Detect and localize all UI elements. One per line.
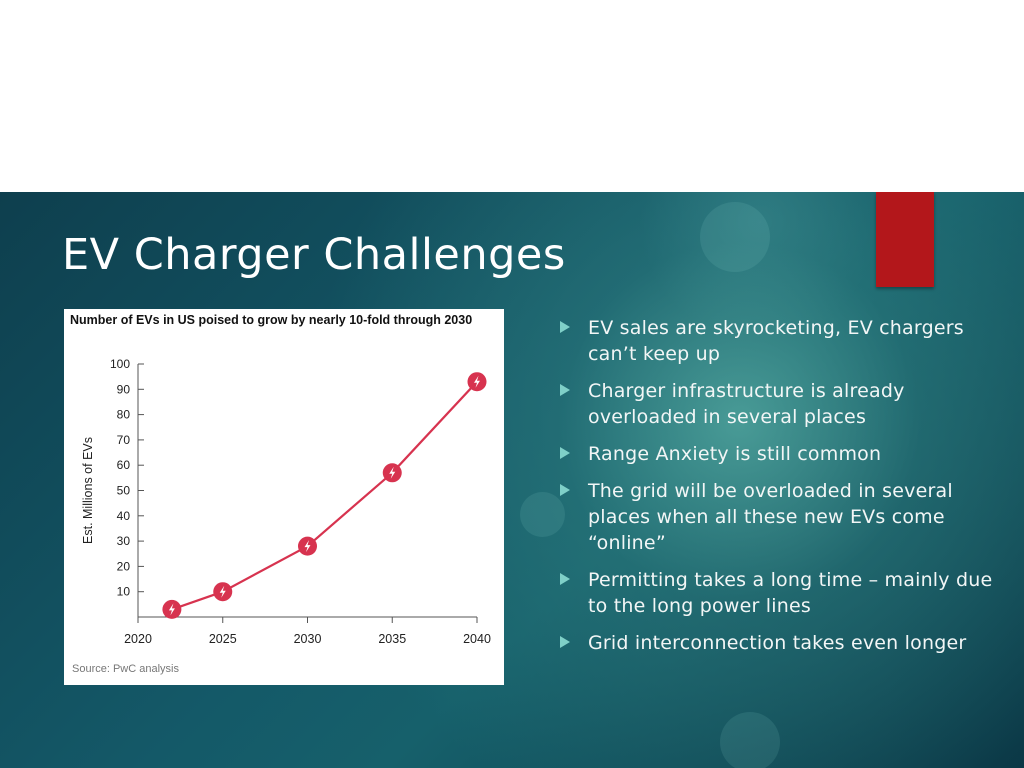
y-tick-label: 60 — [117, 458, 131, 472]
lightning-bolt-icon — [304, 540, 311, 553]
y-tick-label: 40 — [117, 509, 131, 523]
bullet-text: Grid interconnection takes even longer — [588, 632, 967, 654]
y-tick-label: 70 — [117, 433, 131, 447]
bullet-text: Range Anxiety is still common — [588, 443, 882, 465]
top-blank-area — [0, 0, 1024, 192]
x-tick-label: 2030 — [294, 632, 322, 646]
chart-title: Number of EVs in US poised to grow by ne… — [70, 313, 473, 327]
triangle-bullet-icon — [560, 384, 570, 396]
lightning-bolt-icon — [389, 466, 396, 479]
bullet-text: Permitting takes a long time – mainly du… — [588, 569, 993, 617]
bullet-text: Charger infrastructure is already overlo… — [588, 380, 905, 428]
chart-source: Source: PwC analysis — [72, 663, 179, 675]
bullet-text: EV sales are skyrocketing, EV chargers c… — [588, 317, 964, 365]
triangle-bullet-icon — [560, 321, 570, 333]
y-tick-label: 30 — [117, 534, 131, 548]
lightning-bolt-icon — [168, 603, 175, 616]
triangle-bullet-icon — [560, 484, 570, 496]
bullet-text: The grid will be overloaded in several p… — [588, 480, 953, 554]
triangle-bullet-icon — [560, 636, 570, 648]
y-tick-label: 90 — [117, 382, 131, 396]
bullet-item: EV sales are skyrocketing, EV chargers c… — [560, 315, 1000, 367]
y-tick-label: 50 — [117, 484, 131, 498]
x-tick-label: 2025 — [209, 632, 237, 646]
y-tick-label: 100 — [110, 357, 130, 371]
bullet-item: Permitting takes a long time – mainly du… — [560, 567, 1000, 619]
triangle-bullet-icon — [560, 573, 570, 585]
x-tick-label: 2020 — [124, 632, 152, 646]
y-axis-label: Est. Millions of EVs — [81, 437, 95, 544]
y-tick-label: 20 — [117, 559, 131, 573]
bokeh-decoration — [520, 492, 565, 537]
lightning-bolt-icon — [474, 375, 480, 388]
triangle-bullet-icon — [560, 447, 570, 459]
bullet-item: Range Anxiety is still common — [560, 441, 1000, 467]
accent-bar — [876, 192, 934, 287]
bokeh-decoration — [700, 202, 770, 272]
bullet-item: Grid interconnection takes even longer — [560, 630, 1000, 656]
series-line — [171, 380, 478, 611]
bullet-item: The grid will be overloaded in several p… — [560, 478, 1000, 556]
x-tick-label: 2035 — [378, 632, 406, 646]
bullet-item: Charger infrastructure is already overlo… — [560, 378, 1000, 430]
chart-figure: Number of EVs in US poised to grow by ne… — [64, 309, 504, 685]
lightning-bolt-icon — [219, 585, 226, 598]
slide-title: EV Charger Challenges — [62, 230, 566, 280]
y-tick-label: 80 — [117, 408, 131, 422]
slide: EV Charger Challenges Number of EVs in U… — [0, 192, 1024, 768]
bullet-list: EV sales are skyrocketing, EV chargers c… — [560, 315, 1000, 667]
y-tick-label: 10 — [117, 585, 131, 599]
x-tick-label: 2040 — [463, 632, 491, 646]
bokeh-decoration — [720, 712, 780, 768]
